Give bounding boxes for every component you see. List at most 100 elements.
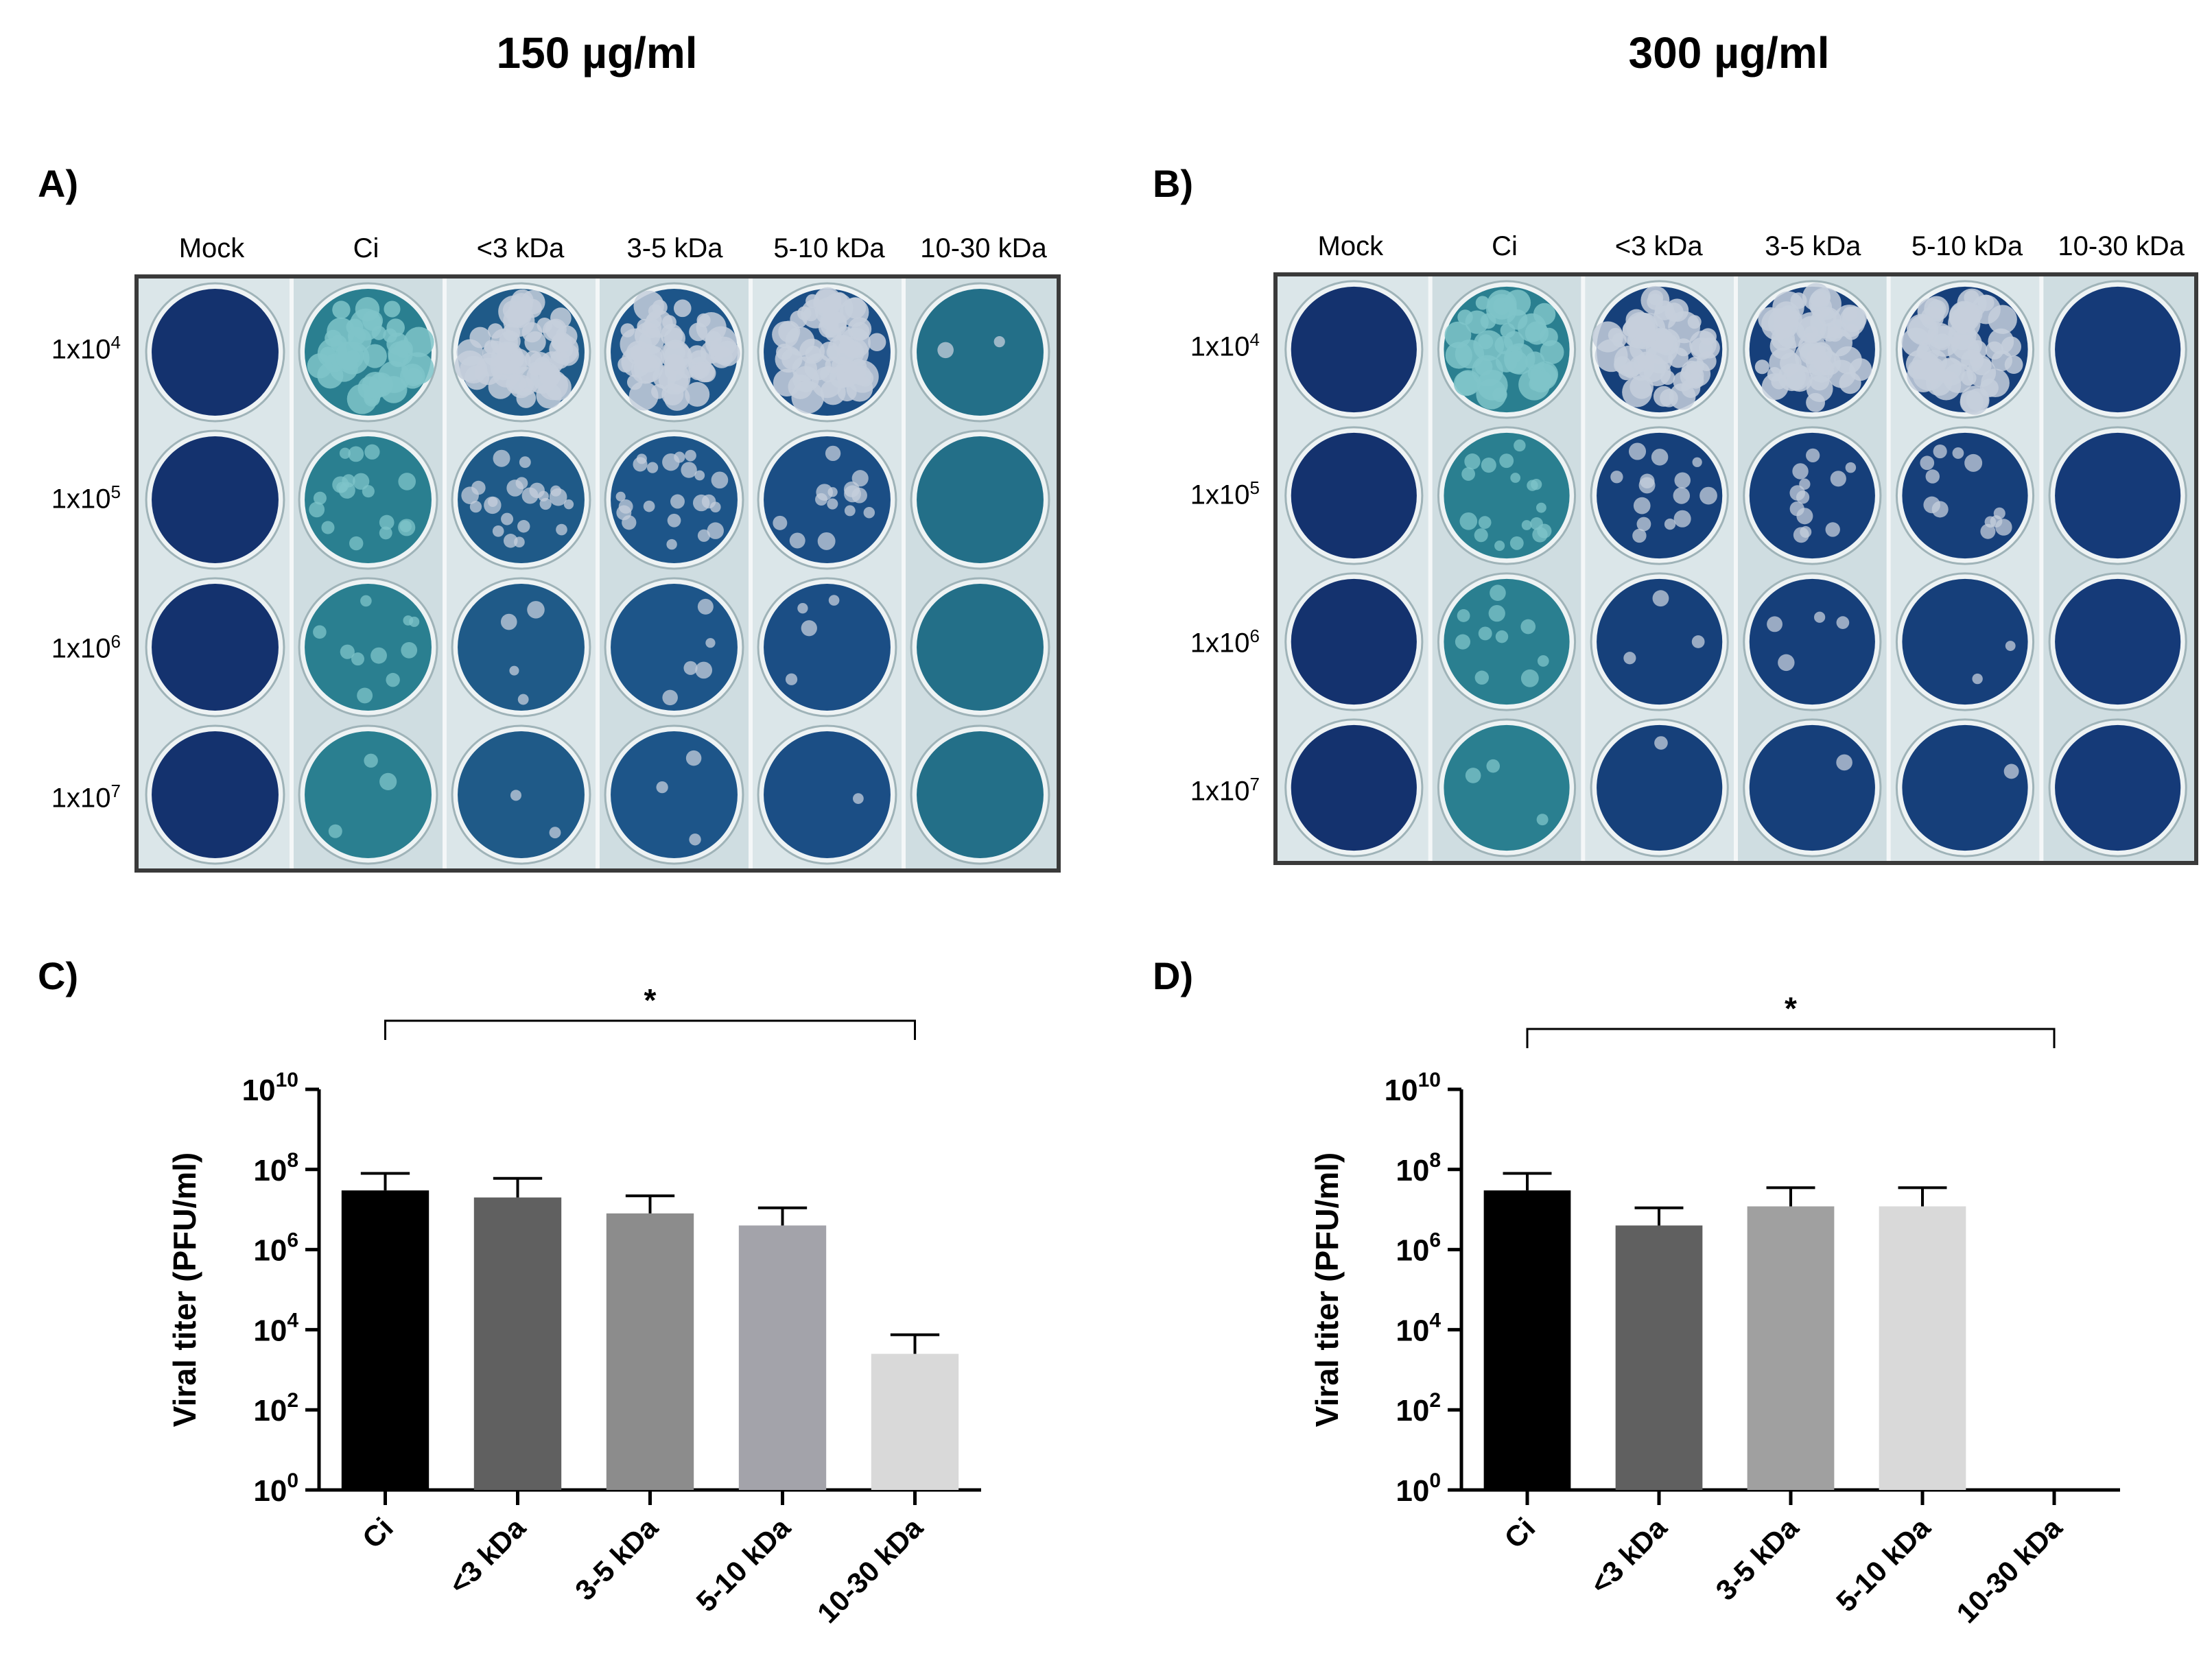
plate-column-label: 10-30 kDa (920, 233, 1047, 263)
bar (1879, 1206, 1966, 1490)
y-tick-label: 100 (1396, 1469, 1441, 1508)
plate-column-label: 10-30 kDa (2058, 231, 2185, 261)
well (451, 724, 591, 865)
significance-bracket (384, 1019, 916, 1040)
plate-column-label: 5-10 kDa (773, 233, 885, 263)
y-tick-label: 104 (253, 1309, 298, 1347)
well (1895, 572, 2035, 711)
well (298, 724, 438, 865)
bar-chart-c: 100 102 104 106 108 1010 Viral titer (PFU/ml) C… (167, 982, 981, 1629)
well (757, 724, 897, 865)
well (757, 282, 897, 423)
panel-label-d: D) (1153, 954, 1194, 997)
well (298, 429, 438, 570)
significance-label: * (1785, 991, 1797, 1026)
well (1895, 280, 2035, 419)
plate-row-label: 1x105 (1190, 477, 1260, 510)
well (2048, 572, 2187, 711)
plate-row-label: 1x107 (51, 781, 121, 814)
x-tick-label: 10-30 kDa (1950, 1511, 2068, 1629)
plate-column-label: Mock (1317, 231, 1384, 261)
plate-column-label: Mock (178, 233, 245, 263)
well (451, 577, 591, 718)
well (1590, 572, 1729, 711)
plate-image (134, 274, 1061, 873)
significance-label: * (644, 982, 657, 1018)
well (1743, 280, 1882, 419)
plate-column-label: Ci (353, 233, 379, 263)
well (757, 429, 897, 570)
plate-column-label: 3-5 kDa (1765, 231, 1861, 261)
well (1284, 718, 1424, 857)
well (1284, 572, 1424, 711)
panel-label-c: C) (38, 954, 79, 997)
well (451, 282, 591, 423)
y-tick-label: 108 (1396, 1149, 1441, 1187)
y-tick-label: 104 (1396, 1309, 1441, 1347)
y-axis-label: Viral titer (PFU/ml) (1309, 1152, 1345, 1427)
x-tick-label: <3 kDa (443, 1511, 532, 1600)
plate-column-label: <3 kDa (476, 233, 565, 263)
concentration-label-300: 300 µg/ml (1628, 28, 1830, 78)
well (1895, 718, 2035, 857)
plate-row-label: 1x107 (1190, 774, 1260, 807)
bar (341, 1190, 430, 1490)
well (1743, 572, 1882, 711)
well (1590, 426, 1729, 565)
well (145, 429, 285, 570)
well (604, 577, 744, 718)
well (910, 577, 1050, 718)
well (1284, 280, 1424, 419)
y-tick-label: 1010 (1385, 1069, 1441, 1107)
x-tick-label: 10-30 kDa (811, 1511, 929, 1629)
well (1284, 426, 1424, 565)
x-tick-label: <3 kDa (1584, 1511, 1673, 1600)
x-tick-label: 3-5 kDa (1709, 1511, 1804, 1607)
well (604, 282, 744, 423)
bar (606, 1213, 694, 1490)
x-tick-label: 3-5 kDa (569, 1511, 664, 1607)
plate-image (1273, 272, 2198, 865)
well (1437, 572, 1577, 711)
well (1590, 280, 1729, 419)
well (910, 429, 1050, 570)
well (2048, 718, 2187, 857)
y-tick-label: 106 (253, 1229, 298, 1268)
concentration-label-150: 150 µg/ml (496, 28, 698, 78)
plate-column-label: 5-10 kDa (1911, 231, 2023, 261)
plate-column-label: 3-5 kDa (626, 233, 723, 263)
well (1437, 280, 1577, 419)
bar (1483, 1190, 1571, 1490)
well (604, 724, 744, 865)
plate-column-label: <3 kDa (1614, 231, 1703, 261)
plate-column-label: Ci (1492, 231, 1518, 261)
well (1743, 426, 1882, 565)
well (910, 724, 1050, 865)
x-tick-label: 5-10 kDa (690, 1511, 797, 1618)
bar (1747, 1206, 1835, 1490)
well (1743, 718, 1882, 857)
y-axis-label: Viral titer (PFU/ml) (167, 1152, 202, 1427)
plate-row-label: 1x104 (51, 332, 121, 365)
y-tick-label: 102 (1396, 1389, 1441, 1428)
significance-bracket (1526, 1028, 2056, 1048)
bar (473, 1197, 562, 1490)
well (2048, 426, 2187, 565)
y-tick-label: 108 (253, 1149, 298, 1187)
well (145, 724, 285, 865)
y-tick-label: 100 (253, 1469, 298, 1508)
well (145, 282, 285, 423)
well (604, 429, 744, 570)
panel-label-b: B) (1153, 162, 1194, 205)
well (451, 429, 591, 570)
well (298, 282, 438, 423)
well (910, 282, 1050, 423)
well (757, 577, 897, 718)
plate-row-label: 1x104 (1190, 329, 1260, 362)
well (1895, 426, 2035, 565)
x-tick-label: Ci (356, 1511, 399, 1554)
well (1437, 426, 1577, 565)
plate-row-label: 1x106 (51, 631, 121, 664)
bar (738, 1225, 827, 1490)
bar (1615, 1225, 1703, 1490)
